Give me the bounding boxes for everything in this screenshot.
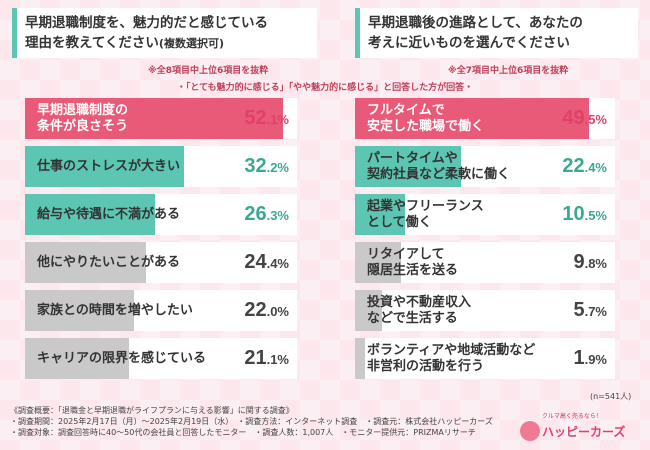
logo-name: ハッピーカーズ [542, 425, 626, 439]
bar-row: 起業やフリーランス として働く 10.5% [355, 194, 615, 235]
bar-row: 投資や不動産収入 などで生活する 5.7% [355, 290, 615, 331]
bar-row: フルタイムで 安定した職場で働く 49.5% [355, 98, 615, 139]
bar-value-label: 49.5% [562, 107, 607, 129]
left-title-line1: 早期退職制度を、魅力的だと感じている [25, 15, 268, 31]
bar-track [355, 290, 615, 331]
left-title-line2: 理由を教えてください [25, 35, 159, 51]
bar-fill [25, 194, 156, 235]
bar-value-label: 21.1% [244, 347, 289, 369]
sample-size-label: (n=541人) [590, 392, 632, 401]
bar-fill [25, 290, 134, 331]
bar-row: 給与や待遇に不満がある 26.3% [25, 194, 297, 235]
bar-row: 家族との時間を増やしたい 22.0% [25, 290, 297, 331]
left-note: ※全8項目中上位6項目を抜粋 [148, 66, 269, 76]
bar-row: ボランティアや地域活動など 非営利の活動を行う 1.9% [355, 338, 615, 379]
bar-label: リタイアして 隠居生活を送る [367, 246, 459, 278]
bar-row: パートタイムや 契約社員など柔軟に働く 22.4% [355, 146, 615, 187]
bar-fill [355, 146, 461, 187]
left-title-paren: (複数選択可) [158, 37, 224, 50]
bar-value-label: 52.1% [244, 107, 289, 129]
footnote-line: 《調査概要：「退職金と早期退職がライフプランに与える影響」に関する調査》 [10, 406, 294, 415]
right-title-line2: 考えに近いものを選んでください [368, 35, 570, 51]
bar-label: 早期退職制度の 条件が良さそう [37, 102, 129, 134]
bar-value-label: 22.0% [244, 299, 289, 321]
bar-fill [25, 98, 283, 139]
bar-label: 家族との時間を増やしたい [37, 302, 193, 318]
bar-label: 給与や待遇に不満がある [37, 206, 181, 222]
bar-value-label: 5.7% [573, 299, 607, 321]
logo-tagline: クルマ高く売るなら！ [542, 413, 602, 420]
respondent-note: ・「とても魅力的に感じる」「やや魅力的に感じる」と回答した方が回答・ [176, 83, 474, 93]
right-title-line1: 早期退職後の進路として、あなたの [368, 15, 583, 31]
bar-row: リタイアして 隠居生活を送る 9.8% [355, 242, 615, 283]
bar-row: 早期退職制度の 条件が良さそう 52.1% [25, 98, 297, 139]
bar-fill [25, 242, 146, 283]
bar-fill [355, 290, 382, 331]
bar-fill [25, 146, 185, 187]
bar-fill [25, 338, 130, 379]
bar-track [355, 338, 615, 379]
happycars-logo: クルマ高く売るなら！ ハッピーカーズ [520, 411, 640, 443]
bar-fill [355, 98, 589, 139]
bar-value-label: 24.4% [244, 251, 289, 273]
left-question-title: 早期退職制度を、魅力的だと感じている 理由を教えてください(複数選択可) [12, 8, 317, 58]
bar-value-label: 1.9% [573, 347, 607, 369]
bar-label: 投資や不動産収入 などで生活する [367, 294, 472, 326]
car-icon [520, 421, 540, 441]
bar-label: パートタイムや 契約社員など柔軟に働く [367, 150, 511, 182]
bar-label: 他にやりたいことがある [37, 254, 181, 270]
footnote-line: ・調査対象：調査回答時に40〜50代の会社員と回答したモニター ・調査人数：1,… [10, 428, 476, 437]
bar-value-label: 10.5% [562, 203, 607, 225]
bar-row: キャリアの限界を感じている 21.1% [25, 338, 297, 379]
bar-label: ボランティアや地域活動など 非営利の活動を行う [367, 342, 536, 374]
right-note: ※全7項目中上位6項目を抜粋 [448, 66, 569, 76]
bar-row: 仕事のストレスが大きい 32.2% [25, 146, 297, 187]
survey-footnote: 《調査概要：「退職金と早期退職がライフプランに与える影響」に関する調査》 ・調査… [10, 405, 493, 438]
right-question-title: 早期退職後の進路として、あなたの 考えに近いものを選んでください [355, 8, 638, 58]
bar-value-label: 26.3% [244, 203, 289, 225]
bar-label: 仕事のストレスが大きい [37, 158, 181, 174]
bar-fill [355, 242, 402, 283]
bar-value-label: 9.8% [573, 251, 607, 273]
bar-fill [355, 338, 365, 379]
footnote-line: ・調査期間：2025年2月17日（月）〜2025年2月19日（水） ・調査方法：… [10, 417, 493, 426]
bar-label: 起業やフリーランス として働く [367, 198, 484, 230]
bar-row: 他にやりたいことがある 24.4% [25, 242, 297, 283]
bar-value-label: 32.2% [244, 155, 289, 177]
bar-fill [355, 194, 405, 235]
bar-label: キャリアの限界を感じている [37, 350, 207, 366]
bar-value-label: 22.4% [562, 155, 607, 177]
bar-label: フルタイムで 安定した職場で働く [367, 102, 485, 134]
